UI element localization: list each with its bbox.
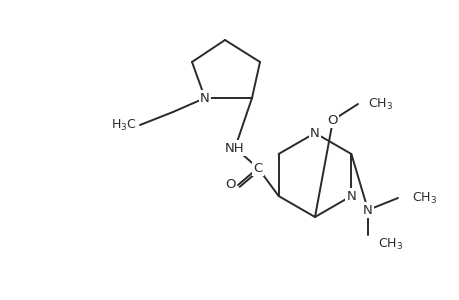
Text: CH$_3$: CH$_3$ bbox=[411, 190, 436, 206]
Text: O: O bbox=[225, 178, 236, 191]
Text: NH: NH bbox=[225, 142, 244, 154]
Text: N: N bbox=[309, 127, 319, 140]
Text: N: N bbox=[200, 92, 209, 104]
Text: O: O bbox=[327, 113, 337, 127]
Text: CH$_3$: CH$_3$ bbox=[367, 97, 392, 112]
Text: N: N bbox=[346, 190, 355, 202]
Text: CH$_3$: CH$_3$ bbox=[377, 237, 402, 252]
Text: H$_3$C: H$_3$C bbox=[111, 118, 137, 133]
Text: N: N bbox=[362, 203, 372, 217]
Text: C: C bbox=[253, 161, 262, 175]
